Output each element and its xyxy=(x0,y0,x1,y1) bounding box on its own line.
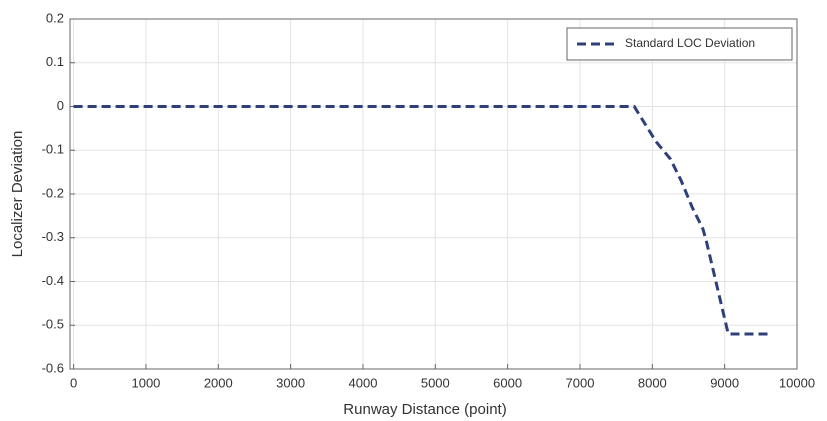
x-tick-label: 0 xyxy=(70,375,77,390)
y-tick-label: 0 xyxy=(57,98,64,113)
x-tick-label: 8000 xyxy=(638,375,667,390)
x-tick-label: 9000 xyxy=(710,375,739,390)
x-axis-label: Runway Distance (point) xyxy=(343,401,506,418)
data-line xyxy=(73,105,769,336)
x-tick-label: 4000 xyxy=(349,375,378,390)
y-tick-label: -0.2 xyxy=(42,185,64,200)
y-tick-label: -0.1 xyxy=(42,142,64,157)
y-tick-label: -0.5 xyxy=(42,317,64,332)
x-tick-label: 1000 xyxy=(131,375,160,390)
y-tick-label: -0.4 xyxy=(42,273,64,288)
legend: Standard LOC Deviation xyxy=(566,27,793,61)
x-tick-label: 5000 xyxy=(421,375,450,390)
y-tick-label: -0.6 xyxy=(42,360,64,375)
y-tick-label: 0.2 xyxy=(46,10,64,25)
x-tick-label: 10000 xyxy=(779,375,815,390)
legend-label: Standard LOC Deviation xyxy=(625,36,755,50)
y-tick-label: -0.3 xyxy=(42,229,64,244)
y-tick-label: 0.1 xyxy=(46,54,64,69)
x-tick-label: 2000 xyxy=(204,375,233,390)
legend-box xyxy=(566,27,793,61)
x-tick-label: 6000 xyxy=(493,375,522,390)
y-axis-label: Localizer Deviation xyxy=(9,131,26,258)
plot-frame xyxy=(69,18,798,370)
x-tick-label: 7000 xyxy=(566,375,595,390)
x-tick-label: 3000 xyxy=(276,375,305,390)
